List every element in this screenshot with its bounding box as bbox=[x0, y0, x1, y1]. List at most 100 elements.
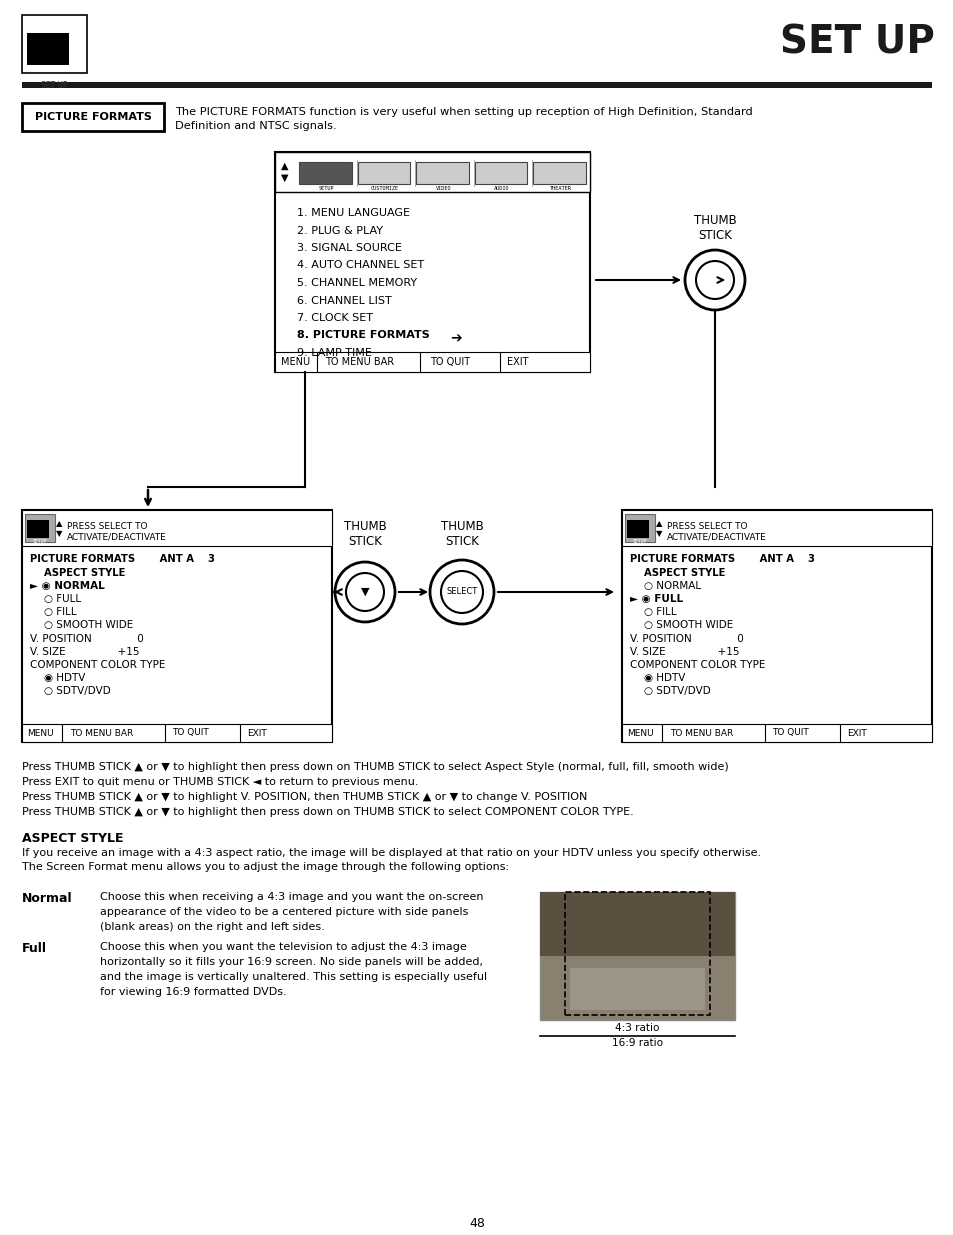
Text: 6. CHANNEL LIST: 6. CHANNEL LIST bbox=[296, 295, 392, 305]
Text: Choose this when receiving a 4:3 image and you want the on-screen: Choose this when receiving a 4:3 image a… bbox=[100, 892, 483, 902]
Text: TO MENU BAR: TO MENU BAR bbox=[70, 729, 133, 737]
Bar bbox=[539, 892, 734, 1020]
Bar bbox=[22, 510, 332, 742]
Text: 4. AUTO CHANNEL SET: 4. AUTO CHANNEL SET bbox=[296, 261, 424, 270]
Text: TO QUIT: TO QUIT bbox=[172, 729, 209, 737]
Text: ○ FILL: ○ FILL bbox=[643, 606, 676, 618]
Bar bbox=[27, 520, 49, 538]
Text: Choose this when you want the television to adjust the 4:3 image: Choose this when you want the television… bbox=[100, 942, 466, 952]
Text: VIDEO: VIDEO bbox=[436, 186, 451, 191]
Bar bbox=[621, 510, 931, 742]
Text: SET UP: SET UP bbox=[41, 82, 68, 90]
Text: Normal: Normal bbox=[22, 892, 72, 905]
Text: COMPONENT COLOR TYPE: COMPONENT COLOR TYPE bbox=[629, 659, 764, 671]
Text: 48: 48 bbox=[469, 1216, 484, 1230]
Bar bbox=[274, 152, 589, 372]
Text: ○ FULL: ○ FULL bbox=[44, 594, 81, 604]
Text: ASPECT STYLE: ASPECT STYLE bbox=[643, 568, 724, 578]
Text: TO MENU BAR: TO MENU BAR bbox=[325, 357, 394, 367]
Text: TO MENU BAR: TO MENU BAR bbox=[669, 729, 733, 737]
Text: ACTIVATE/DEACTIVATE: ACTIVATE/DEACTIVATE bbox=[666, 532, 766, 541]
Bar bbox=[416, 162, 468, 184]
Text: ○ SDTV/DVD: ○ SDTV/DVD bbox=[44, 685, 111, 697]
Bar bbox=[27, 33, 69, 65]
Text: ▲: ▲ bbox=[55, 520, 62, 529]
Text: ◉ HDTV: ◉ HDTV bbox=[44, 673, 85, 683]
Text: 5. CHANNEL MEMORY: 5. CHANNEL MEMORY bbox=[296, 278, 416, 288]
Text: The PICTURE FORMATS function is very useful when setting up reception of High De: The PICTURE FORMATS function is very use… bbox=[174, 107, 752, 117]
Text: THUMB
STICK: THUMB STICK bbox=[693, 214, 736, 242]
Text: MENU: MENU bbox=[281, 357, 310, 367]
Text: ○ SDTV/DVD: ○ SDTV/DVD bbox=[643, 685, 710, 697]
Text: Press EXIT to quit menu or THUMB STICK ◄ to return to previous menu.: Press EXIT to quit menu or THUMB STICK ◄… bbox=[22, 777, 418, 787]
Text: 7. CLOCK SET: 7. CLOCK SET bbox=[296, 312, 373, 324]
Text: appearance of the video to be a centered picture with side panels: appearance of the video to be a centered… bbox=[100, 906, 468, 918]
Text: SET UP: SET UP bbox=[780, 23, 934, 62]
Text: Definition and NTSC signals.: Definition and NTSC signals. bbox=[174, 121, 336, 131]
Text: Press THUMB STICK ▲ or ▼ to highlight V. POSITION, then THUMB STICK ▲ or ▼ to ch: Press THUMB STICK ▲ or ▼ to highlight V.… bbox=[22, 792, 587, 802]
Text: V. POSITION              0: V. POSITION 0 bbox=[30, 634, 144, 643]
Text: ○ FILL: ○ FILL bbox=[44, 606, 76, 618]
Bar bbox=[624, 514, 655, 542]
Text: EXIT: EXIT bbox=[506, 357, 528, 367]
Bar bbox=[621, 724, 931, 742]
Text: CUSTOMIZE: CUSTOMIZE bbox=[371, 186, 398, 191]
Bar bbox=[475, 162, 527, 184]
Text: Full: Full bbox=[22, 942, 47, 955]
Bar bbox=[564, 892, 709, 1015]
Text: 9. LAMP TIME: 9. LAMP TIME bbox=[296, 348, 372, 358]
Text: TO QUIT: TO QUIT bbox=[430, 357, 470, 367]
Bar bbox=[22, 724, 332, 742]
Text: V. POSITION              0: V. POSITION 0 bbox=[629, 634, 743, 643]
Text: MENU: MENU bbox=[626, 729, 653, 737]
Text: If you receive an image with a 4:3 aspect ratio, the image will be displayed at : If you receive an image with a 4:3 aspec… bbox=[22, 848, 760, 858]
Bar bbox=[22, 82, 931, 88]
Text: ○ SMOOTH WIDE: ○ SMOOTH WIDE bbox=[44, 620, 133, 630]
Text: COMPONENT COLOR TYPE: COMPONENT COLOR TYPE bbox=[30, 659, 165, 671]
Text: 3. SIGNAL SOURCE: 3. SIGNAL SOURCE bbox=[296, 243, 401, 253]
Text: ○ SMOOTH WIDE: ○ SMOOTH WIDE bbox=[643, 620, 733, 630]
Text: ◉ HDTV: ◉ HDTV bbox=[643, 673, 684, 683]
Text: ▲: ▲ bbox=[655, 520, 661, 529]
Bar bbox=[298, 162, 352, 184]
Text: AUDIO: AUDIO bbox=[494, 186, 509, 191]
Text: SETUP: SETUP bbox=[32, 538, 47, 543]
Text: ▼: ▼ bbox=[281, 173, 289, 183]
Text: ▼: ▼ bbox=[360, 587, 369, 597]
Text: SELECT: SELECT bbox=[446, 588, 477, 597]
Text: ○ NORMAL: ○ NORMAL bbox=[643, 580, 700, 592]
Text: 2. PLUG & PLAY: 2. PLUG & PLAY bbox=[296, 226, 382, 236]
Bar bbox=[621, 510, 931, 546]
Text: horizontally so it fills your 16:9 screen. No side panels will be added,: horizontally so it fills your 16:9 scree… bbox=[100, 957, 482, 967]
Text: PICTURE FORMATS: PICTURE FORMATS bbox=[34, 112, 152, 122]
Text: ACTIVATE/DEACTIVATE: ACTIVATE/DEACTIVATE bbox=[67, 532, 167, 541]
Text: ▼: ▼ bbox=[655, 530, 661, 538]
Bar bbox=[274, 152, 589, 191]
Text: TO QUIT: TO QUIT bbox=[771, 729, 808, 737]
Text: ➔: ➔ bbox=[450, 331, 461, 345]
Text: The Screen Format menu allows you to adjust the image through the following opti: The Screen Format menu allows you to adj… bbox=[22, 862, 509, 872]
Text: and the image is vertically unaltered. This setting is especially useful: and the image is vertically unaltered. T… bbox=[100, 972, 487, 982]
Text: SETUP: SETUP bbox=[318, 186, 334, 191]
Text: V. SIZE                +15: V. SIZE +15 bbox=[30, 647, 139, 657]
Text: MENU: MENU bbox=[27, 729, 53, 737]
Text: V. SIZE                +15: V. SIZE +15 bbox=[629, 647, 739, 657]
Text: THUMB
STICK: THUMB STICK bbox=[440, 520, 483, 548]
Text: ASPECT STYLE: ASPECT STYLE bbox=[22, 832, 123, 845]
Text: EXIT: EXIT bbox=[247, 729, 267, 737]
Bar bbox=[22, 510, 332, 546]
Bar bbox=[22, 103, 164, 131]
Text: ▼: ▼ bbox=[55, 530, 62, 538]
Text: for viewing 16:9 formatted DVDs.: for viewing 16:9 formatted DVDs. bbox=[100, 987, 286, 997]
Bar bbox=[539, 892, 734, 956]
Bar bbox=[357, 162, 410, 184]
Bar bbox=[533, 162, 585, 184]
Text: 16:9 ratio: 16:9 ratio bbox=[612, 1037, 662, 1049]
Text: (blank areas) on the right and left sides.: (blank areas) on the right and left side… bbox=[100, 923, 324, 932]
Text: THEATER: THEATER bbox=[549, 186, 571, 191]
Text: Press THUMB STICK ▲ or ▼ to highlight then press down on THUMB STICK to select C: Press THUMB STICK ▲ or ▼ to highlight th… bbox=[22, 806, 633, 818]
Text: ▲: ▲ bbox=[281, 161, 289, 170]
Bar bbox=[22, 15, 87, 73]
Text: SETUP: SETUP bbox=[632, 538, 646, 543]
Text: ► ◉ FULL: ► ◉ FULL bbox=[629, 594, 682, 604]
